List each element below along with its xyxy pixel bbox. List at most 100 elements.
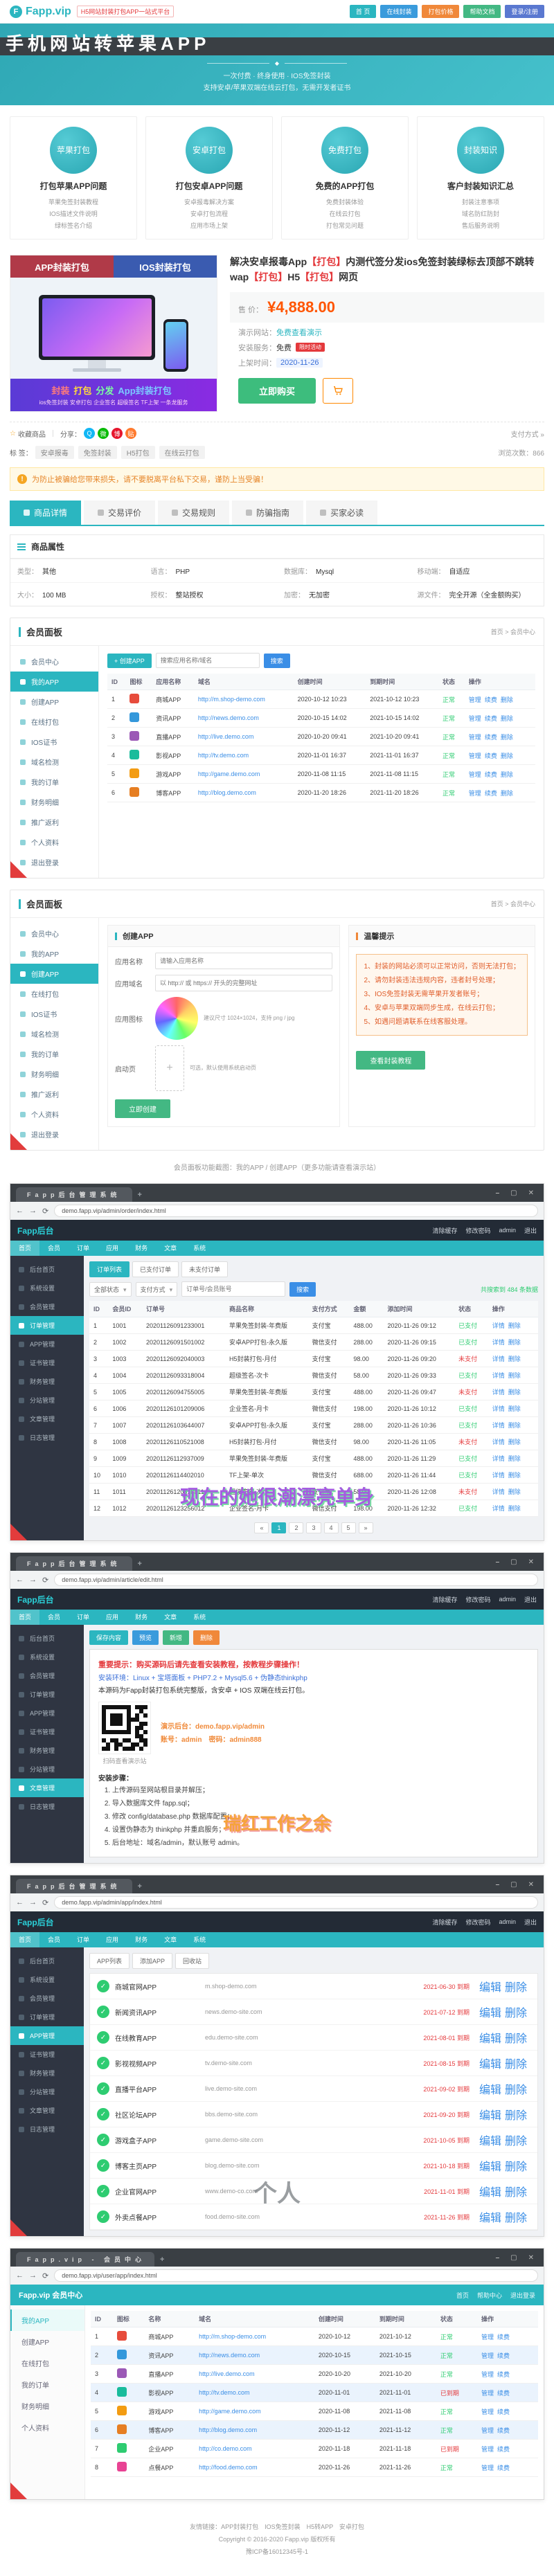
apps-toolbar-button[interactable]: 回收站 bbox=[175, 1953, 210, 1970]
browser-tab[interactable]: Fapp后台管理系统 bbox=[16, 1879, 132, 1894]
op-link[interactable]: 删除 bbox=[508, 1505, 521, 1513]
editor-button[interactable]: 新增 bbox=[163, 1630, 190, 1646]
sidebar-item[interactable]: 我的APP bbox=[10, 672, 98, 692]
op-link[interactable]: 管理 bbox=[468, 696, 481, 703]
feature-link[interactable]: 安卓打包流程 bbox=[190, 210, 228, 218]
form-input-应用名称[interactable] bbox=[155, 953, 333, 970]
admin-subnav-item[interactable]: 会员 bbox=[48, 1936, 61, 1944]
op-link[interactable]: 删除 bbox=[500, 752, 513, 759]
tab-防骗指南[interactable]: 防骗指南 bbox=[232, 501, 304, 525]
order-tab[interactable]: 已支付订单 bbox=[132, 1261, 179, 1278]
sidebar-item[interactable]: 文章管理 bbox=[10, 2101, 84, 2120]
admin-subnav-item[interactable]: 首页 bbox=[10, 1241, 40, 1257]
domain-link[interactable]: http://news.demo.com bbox=[199, 2352, 260, 2359]
op-link[interactable]: 删除 bbox=[504, 2161, 527, 2174]
table-row[interactable]: 9 1009 20201126112937009 苹果免签封装-年费版 支付宝 488.0… bbox=[89, 1450, 538, 1468]
feature-link[interactable]: 域名防红防封 bbox=[461, 210, 499, 218]
refresh-icon[interactable]: ⟳ bbox=[42, 1207, 49, 1216]
op-link[interactable]: 详情 bbox=[492, 1505, 505, 1513]
sidebar-item[interactable]: 域名检测 bbox=[10, 752, 98, 772]
member-top-link[interactable]: 首页 bbox=[456, 2291, 469, 2299]
admin-subnav-item[interactable]: 系统 bbox=[193, 1936, 206, 1944]
browser-tab[interactable]: Fapp.vip - 会员中心 bbox=[16, 2252, 154, 2267]
app-list-row[interactable]: ✓ 影视视频APP tv.demo-site.com 2021-08-15 到期 编辑删… bbox=[90, 2051, 537, 2077]
op-link[interactable]: 续费 bbox=[497, 2389, 510, 2397]
table-row[interactable]: 1 商城APP http://m.shop-demo.com 2020-10-12 20… bbox=[91, 2327, 538, 2347]
back-icon[interactable]: ← bbox=[16, 1898, 24, 1907]
create-app-button[interactable]: + 创建APP bbox=[107, 653, 152, 668]
op-link[interactable]: 续费 bbox=[484, 714, 497, 722]
sidebar-item[interactable]: 在线打包 bbox=[21, 2361, 49, 2369]
table-row[interactable]: 2 资讯APP http://news.demo.com 2020-10-15 14:… bbox=[107, 708, 535, 728]
new-tab-icon[interactable]: + bbox=[160, 2255, 169, 2264]
order-search-button[interactable]: 搜索 bbox=[289, 1281, 316, 1297]
sidebar-item[interactable]: 个人资料 bbox=[10, 1104, 98, 1124]
tab-交易规则[interactable]: 交易规则 bbox=[158, 501, 230, 525]
social-share-icon[interactable]: 博 bbox=[111, 428, 123, 440]
status-select[interactable]: 全部状态 ▾ bbox=[89, 1281, 132, 1297]
sidebar-item[interactable]: 会员管理 bbox=[10, 1989, 84, 2008]
op-link[interactable]: 续费 bbox=[497, 2333, 510, 2341]
maximize-icon[interactable]: ▢ bbox=[510, 1558, 521, 1566]
domain-link[interactable]: http://news.demo.com bbox=[197, 714, 259, 722]
social-share-icon[interactable]: 微 bbox=[97, 428, 109, 440]
feature-link[interactable]: 安卓报毒解决方案 bbox=[184, 199, 234, 206]
sidebar-item[interactable]: APP管理 bbox=[10, 2026, 84, 2046]
domain-link[interactable]: http://m.shop-demo.com bbox=[199, 2333, 267, 2341]
feature-link[interactable]: 应用市场上架 bbox=[190, 222, 228, 230]
sidebar-item[interactable]: 系统设置 bbox=[10, 1970, 84, 1989]
table-row[interactable]: 10 1010 20201126114402010 TF上架-单次 微信支付 688.00… bbox=[89, 1466, 538, 1484]
table-row[interactable]: 3 直播APP http://live.demo.com 2020-10-20 2021… bbox=[91, 2364, 538, 2384]
op-link[interactable]: 管理 bbox=[468, 733, 481, 741]
table-row[interactable]: 8 点餐APP http://food.demo.com 2020-11-26 2021… bbox=[91, 2458, 538, 2478]
op-link[interactable]: 续费 bbox=[497, 2445, 510, 2453]
top-nav-link[interactable]: 在线封装 bbox=[380, 5, 418, 18]
op-link[interactable]: 管理 bbox=[468, 771, 481, 778]
table-row[interactable]: 2 资讯APP http://news.demo.com 2020-10-15 2021… bbox=[91, 2345, 538, 2366]
sidebar-item[interactable]: 证书管理 bbox=[10, 2045, 84, 2064]
page-button[interactable]: » bbox=[358, 1522, 373, 1534]
admin-subnav-item[interactable]: 文章 bbox=[164, 1936, 177, 1944]
app-list-row[interactable]: ✓ 企业官网APP www.demo-co.com 2021-11-01 到期 编辑 删除 bbox=[90, 2179, 537, 2205]
address-bar[interactable]: demo.fapp.vip/user/app/index.html bbox=[54, 2269, 538, 2282]
op-link[interactable]: 管理 bbox=[481, 2352, 494, 2359]
op-link[interactable]: 编辑 bbox=[479, 2033, 501, 2046]
op-link[interactable]: 删除 bbox=[504, 2033, 527, 2046]
sidebar-item[interactable]: 个人资料 bbox=[10, 832, 98, 852]
op-link[interactable]: 编辑 bbox=[479, 2213, 501, 2225]
sidebar-item[interactable]: 我的订单 bbox=[21, 2382, 49, 2390]
admin-subnav-item[interactable]: 财务 bbox=[135, 1936, 148, 1944]
page-button[interactable]: « bbox=[254, 1522, 269, 1534]
op-link[interactable]: 详情 bbox=[492, 1422, 505, 1430]
close-icon[interactable]: ✕ bbox=[528, 1558, 538, 1566]
feature-link[interactable]: 打包常见问题 bbox=[325, 222, 364, 230]
op-link[interactable]: 管理 bbox=[481, 2333, 494, 2341]
table-row[interactable]: 12 1012 20201126123256012 企业签名-月卡 微信支付 198.00… bbox=[89, 1499, 538, 1517]
admin-subnav-item[interactable]: 文章 bbox=[164, 1245, 177, 1252]
form-input-应用域名[interactable] bbox=[155, 975, 333, 992]
op-link[interactable]: 编辑 bbox=[479, 2059, 501, 2071]
sidebar-item[interactable]: 在线打包 bbox=[10, 712, 98, 732]
maximize-icon[interactable]: ▢ bbox=[510, 1189, 521, 1197]
sidebar-item[interactable]: APP管理 bbox=[10, 1704, 84, 1722]
op-link[interactable]: 详情 bbox=[492, 1389, 505, 1396]
admin-top-link[interactable]: 修改密码 bbox=[465, 1596, 491, 1603]
address-bar[interactable]: demo.fapp.vip/admin/app/index.html bbox=[54, 1896, 538, 1909]
top-nav-link[interactable]: 登录/注册 bbox=[505, 5, 544, 18]
maximize-icon[interactable]: ▢ bbox=[510, 2253, 521, 2262]
sidebar-item[interactable]: 推广返利 bbox=[10, 812, 98, 832]
domain-link[interactable]: http://blog.demo.com bbox=[199, 2426, 258, 2434]
browser-tab[interactable]: Fapp后台管理系统 bbox=[16, 1556, 132, 1571]
domain-link[interactable]: http://blog.demo.com bbox=[197, 789, 256, 797]
apps-toolbar-button[interactable]: 添加APP bbox=[132, 1953, 173, 1970]
admin-subnav-item[interactable]: 文章 bbox=[164, 1614, 177, 1621]
op-link[interactable]: 删除 bbox=[508, 1322, 521, 1330]
sidebar-item[interactable]: 会员管理 bbox=[10, 1666, 84, 1685]
back-icon[interactable]: ← bbox=[16, 2271, 24, 2280]
app-list-row[interactable]: ✓ 外卖点餐APP food.demo-site.com 2021-11-26 到期 编… bbox=[90, 2204, 537, 2231]
admin-subnav-item[interactable]: 应用 bbox=[106, 1614, 119, 1621]
op-link[interactable]: 续费 bbox=[497, 2426, 510, 2434]
sidebar-item[interactable]: 订单管理 bbox=[10, 2008, 84, 2026]
domain-link[interactable]: http://game.demo.com bbox=[199, 2408, 261, 2415]
info-value[interactable]: 免费查看演示 bbox=[276, 328, 322, 337]
